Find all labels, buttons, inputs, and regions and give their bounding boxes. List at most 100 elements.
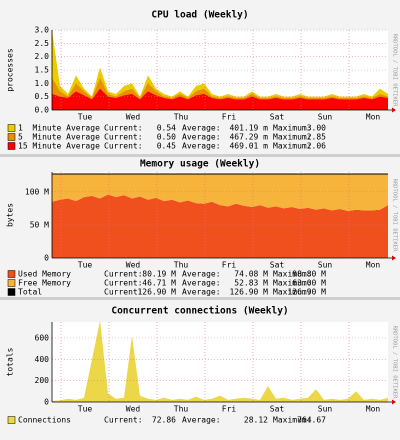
credit: RRDTOOL / TOBI OETIKER — [392, 179, 398, 253]
stat-value: 28.12 — [244, 416, 268, 425]
x-tick-label: Sat — [270, 113, 285, 122]
stat-label: Average: — [182, 416, 221, 425]
separator — [0, 297, 400, 300]
y-tick-label: 2.5 — [35, 39, 50, 48]
x-tick-label: Sat — [270, 261, 285, 270]
area — [52, 321, 388, 402]
x-tick-label: Thu — [174, 261, 189, 270]
stat-label: Average: — [182, 288, 221, 297]
stat-value: 98.80 M — [292, 270, 326, 279]
y-tick-label: 400 — [35, 355, 50, 364]
legend-label: Connections — [18, 416, 71, 425]
stat-label: Average: — [182, 279, 221, 288]
stat-value: 72.86 — [152, 416, 176, 425]
axis-arrow — [392, 255, 396, 261]
x-tick-label: Thu — [174, 113, 189, 122]
stat-value: 0.50 — [157, 133, 176, 142]
y-tick-label: 0 — [44, 254, 49, 263]
stat-value: 126.90 M — [287, 288, 326, 297]
area — [52, 30, 388, 110]
stat-label: Current: — [104, 288, 143, 297]
y-tick-label: 0.0 — [35, 106, 50, 115]
chart-title: CPU load (Weekly) — [151, 10, 248, 21]
x-tick-label: Sat — [270, 405, 285, 414]
y-tick-label: 100 M — [25, 187, 49, 196]
stat-value: 401.19 m — [229, 124, 268, 133]
stat-value: 74.08 M — [234, 270, 268, 279]
area — [52, 194, 388, 258]
stat-label: Maximum: — [273, 416, 312, 425]
stat-label: Current: — [104, 133, 143, 142]
x-tick-label: Mon — [366, 113, 381, 122]
y-tick-label: 200 — [35, 376, 50, 385]
legend-label: Free Memory — [18, 279, 71, 288]
y-axis-label: bytes — [6, 203, 15, 227]
y-tick-label: 600 — [35, 334, 50, 343]
legend-label: Total — [18, 288, 42, 297]
stat-label: Maximum: — [273, 270, 312, 279]
stat-value: 126.90 M — [229, 288, 268, 297]
legend-label: 15 Minute Average — [18, 142, 100, 151]
legend-label: 1 Minute Average — [18, 124, 100, 133]
y-tick-label: 3.0 — [35, 26, 50, 35]
stat-value: 63.00 M — [292, 279, 326, 288]
legend-swatch — [7, 124, 16, 132]
axis-arrow — [392, 399, 396, 405]
plot — [52, 172, 388, 258]
stat-label: Maximum: — [273, 133, 312, 142]
stat-label: Maximum: — [273, 124, 312, 133]
plot — [52, 321, 388, 402]
credit: RRDTOOL / TOBI OETIKER — [392, 326, 398, 400]
y-tick-label: 1.5 — [35, 66, 50, 75]
area — [52, 88, 388, 110]
legend-swatch — [7, 279, 16, 287]
stat-label: Maximum: — [273, 142, 312, 151]
stat-value: 2.85 — [307, 133, 326, 142]
plot-area — [52, 322, 388, 402]
stat-value: 0.54 — [157, 124, 176, 133]
chart-title: Concurrent connections (Weekly) — [111, 306, 288, 317]
x-tick-label: Tue — [78, 113, 93, 122]
x-tick-label: Thu — [174, 405, 189, 414]
legend-label: 5 Minute Average — [18, 133, 100, 142]
stat-label: Current: — [104, 142, 143, 151]
stat-label: Maximum: — [273, 288, 312, 297]
stat-value: 3.00 — [307, 124, 326, 133]
x-tick-label: Sun — [318, 113, 333, 122]
x-tick-label: Wed — [126, 261, 141, 270]
stat-label: Average: — [182, 270, 221, 279]
area — [52, 174, 388, 212]
x-tick-label: Fri — [222, 113, 237, 122]
y-tick-label: 2.0 — [35, 52, 50, 61]
y-tick-label: 0.5 — [35, 92, 50, 101]
y-axis-label: processes — [6, 48, 15, 92]
stat-value: 46.71 M — [142, 279, 176, 288]
x-tick-label: Sun — [318, 405, 333, 414]
stat-label: Average: — [182, 142, 221, 151]
credit: RRDTOOL / TOBI OETIKER — [392, 34, 398, 108]
y-tick-label: 50 M — [30, 220, 49, 229]
x-tick-label: Sun — [318, 261, 333, 270]
stat-value: 764.67 — [297, 416, 326, 425]
x-tick-label: Mon — [366, 405, 381, 414]
stat-value: 467.29 m — [229, 133, 268, 142]
x-tick-label: Fri — [222, 261, 237, 270]
stat-value: 80.19 M — [142, 270, 176, 279]
x-tick-label: Tue — [78, 261, 93, 270]
stat-label: Current: — [104, 416, 143, 425]
legend-swatch — [7, 416, 16, 424]
axis-arrow — [392, 107, 396, 113]
stat-label: Current: — [104, 124, 143, 133]
stat-value: 2.06 — [307, 142, 326, 151]
y-axis-label: totals — [6, 347, 15, 376]
x-tick-label: Mon — [366, 261, 381, 270]
stat-label: Current: — [104, 270, 143, 279]
legend-label: Used Memory — [18, 270, 71, 279]
stat-value: 52.83 M — [234, 279, 268, 288]
plot — [52, 29, 388, 110]
y-tick-label: 0 — [44, 398, 49, 407]
x-tick-label: Wed — [126, 113, 141, 122]
stat-label: Average: — [182, 124, 221, 133]
stat-value: 469.01 m — [229, 142, 268, 151]
x-tick-label: Tue — [78, 405, 93, 414]
